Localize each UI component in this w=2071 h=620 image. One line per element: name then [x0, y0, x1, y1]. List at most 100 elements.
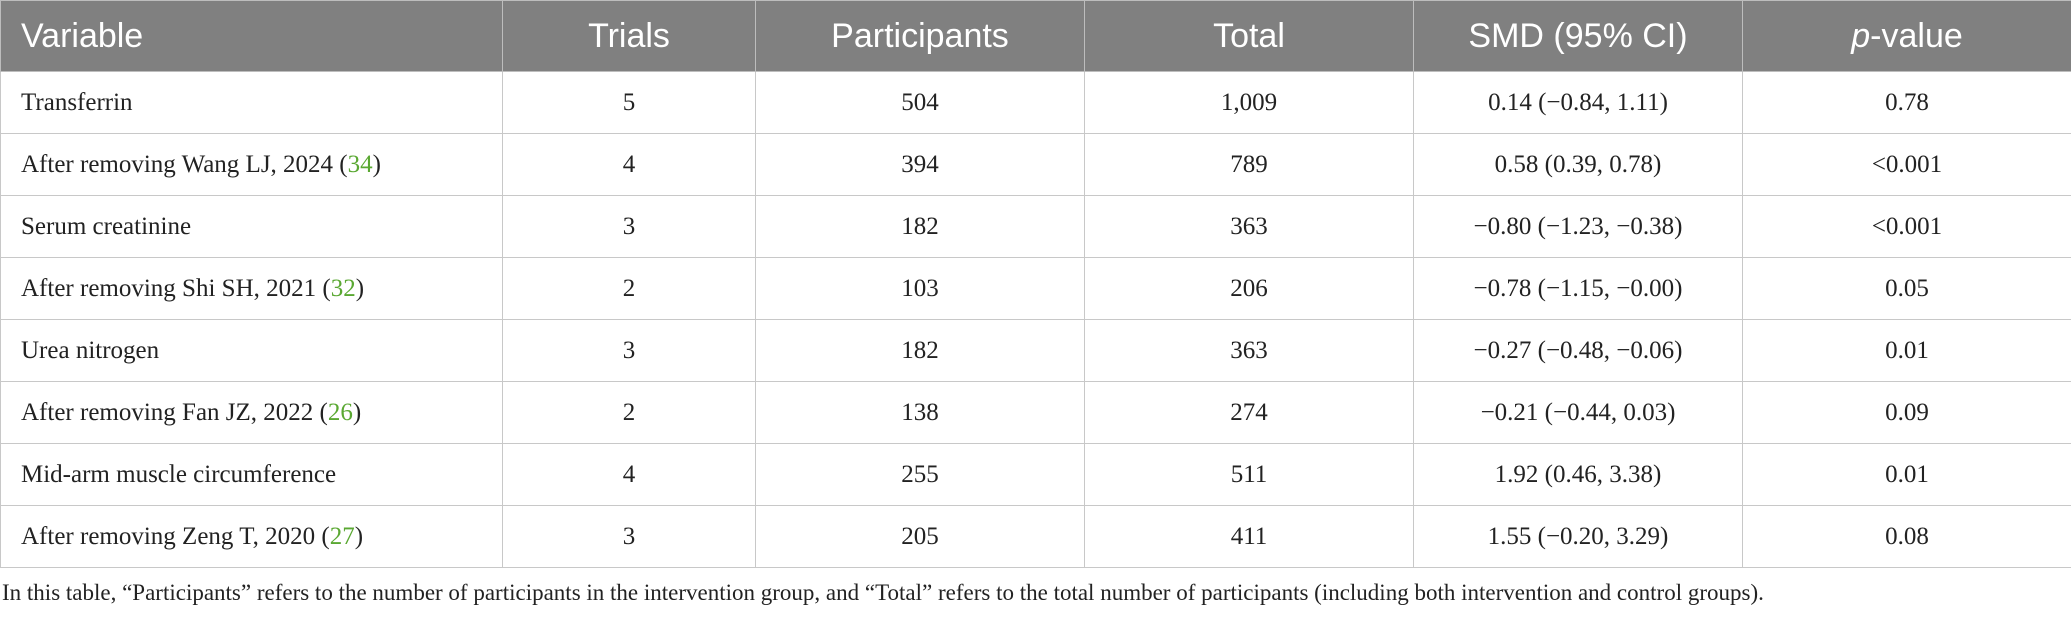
- cell-text: 2: [622, 274, 636, 302]
- table-cell: 363: [1084, 319, 1414, 382]
- table-cell: 394: [755, 133, 1085, 196]
- cell-text: 411: [1230, 522, 1268, 550]
- table-cell: 0.58 (0.39, 0.78): [1413, 133, 1743, 196]
- header-cell: Participants: [755, 0, 1085, 72]
- cell-text: After removing Fan JZ, 2022 (: [21, 398, 328, 426]
- cell-text: 0.78: [1885, 88, 1929, 116]
- table-cell: 0.01: [1742, 319, 2071, 382]
- table-cell: 182: [755, 195, 1085, 258]
- table-row: Serum creatinine 3 182 363 −0.80 (−1.23, −0.…: [0, 195, 2071, 258]
- header-cell: p-value: [1742, 0, 2071, 72]
- table-cell: 1,009: [1084, 71, 1414, 134]
- cell-text: After removing Zeng T, 2020 (: [21, 522, 330, 550]
- cell-text: After removing Shi SH, 2021 (: [21, 274, 331, 302]
- table-cell: 504: [755, 71, 1085, 134]
- cell-text: 363: [1230, 212, 1268, 240]
- table-row: After removing Wang LJ, 2024 (34) 4 394 789…: [0, 133, 2071, 196]
- cell-text: 0.05: [1885, 274, 1929, 302]
- table-cell: 4: [502, 133, 756, 196]
- cell-text: 2: [622, 398, 636, 426]
- cell-text: Variable: [21, 16, 144, 55]
- table-cell: 274: [1084, 381, 1414, 444]
- cell-text: Trials: [588, 16, 670, 55]
- cell-text: −0.80 (−1.23, −0.38): [1473, 212, 1683, 240]
- cell-text: 0.09: [1885, 398, 1929, 426]
- cell-text: 394: [901, 150, 939, 178]
- cell-text: 511: [1230, 460, 1268, 488]
- table-cell: 182: [755, 319, 1085, 382]
- italic-text: p: [1851, 16, 1871, 55]
- cell-text: ): [355, 274, 365, 302]
- table-cell: <0.001: [1742, 195, 2071, 258]
- table-cell: After removing Fan JZ, 2022 (26): [0, 381, 503, 444]
- table-cell: 4: [502, 443, 756, 506]
- cell-text: Mid-arm muscle circumference: [21, 460, 337, 488]
- cell-text: 1.92 (0.46, 3.38): [1494, 460, 1662, 488]
- cell-text: 255: [901, 460, 939, 488]
- table-cell: 1.92 (0.46, 3.38): [1413, 443, 1743, 506]
- cell-text: 789: [1230, 150, 1268, 178]
- cell-text: 0.58 (0.39, 0.78): [1494, 150, 1662, 178]
- cell-text: 0.01: [1885, 336, 1929, 364]
- cell-text: Urea nitrogen: [21, 336, 160, 364]
- cell-text: Total: [1213, 16, 1285, 55]
- table-row: After removing Zeng T, 2020 (27) 3 205 411 1…: [0, 505, 2071, 568]
- reference-link[interactable]: 26: [327, 398, 353, 426]
- table-cell: 0.08: [1742, 505, 2071, 568]
- table-cell: Mid-arm muscle circumference: [0, 443, 503, 506]
- cell-text: 363: [1230, 336, 1268, 364]
- cell-text: 206: [1230, 274, 1268, 302]
- cell-text: ): [352, 398, 362, 426]
- cell-text: ): [354, 522, 364, 550]
- cell-text: 0.08: [1885, 522, 1929, 550]
- table-cell: After removing Shi SH, 2021 (32): [0, 257, 503, 320]
- table-cell: 3: [502, 505, 756, 568]
- table-cell: 138: [755, 381, 1085, 444]
- cell-text: ): [372, 150, 381, 178]
- table-cell: −0.27 (−0.48, −0.06): [1413, 319, 1743, 382]
- cell-text: SMD (95% CI): [1468, 16, 1688, 55]
- cell-text: 103: [901, 274, 939, 302]
- cell-text: −0.78 (−1.15, −0.00): [1473, 274, 1683, 302]
- table-row: Urea nitrogen 3 182 363 −0.27 (−0.48, −0.06)…: [0, 319, 2071, 382]
- table-cell: 2: [502, 381, 756, 444]
- table-cell: 3: [502, 195, 756, 258]
- table-body: Transferrin 5 504 1,009 0.14 (−0.84, 1.11) 0.…: [0, 71, 2071, 568]
- reference-link[interactable]: 34: [347, 150, 373, 178]
- table-cell: Serum creatinine: [0, 195, 503, 258]
- header-cell: Variable: [0, 0, 503, 72]
- cell-text: 1.55 (−0.20, 3.29): [1487, 522, 1669, 550]
- cell-text: 182: [901, 336, 939, 364]
- reference-link[interactable]: 32: [330, 274, 356, 302]
- results-table: Variable Trials Participants Total SMD (95% …: [0, 0, 2071, 568]
- cell-text: 0.14 (−0.84, 1.11): [1488, 88, 1668, 116]
- table-row: After removing Fan JZ, 2022 (26) 2 138 274 −…: [0, 381, 2071, 444]
- table-cell: 0.05: [1742, 257, 2071, 320]
- table-cell: −0.78 (−1.15, −0.00): [1413, 257, 1743, 320]
- cell-text: Serum creatinine: [21, 212, 192, 240]
- table-cell: 0.09: [1742, 381, 2071, 444]
- table-row: Mid-arm muscle circumference 4 255 511 1.92 …: [0, 443, 2071, 506]
- cell-text: 504: [901, 88, 939, 116]
- cell-text: 182: [901, 212, 939, 240]
- cell-text: After removing Wang LJ, 2024 (: [21, 150, 348, 178]
- table-cell: After removing Wang LJ, 2024 (34): [0, 133, 503, 196]
- table-cell: Urea nitrogen: [0, 319, 503, 382]
- cell-text: 138: [901, 398, 939, 426]
- table-row: Transferrin 5 504 1,009 0.14 (−0.84, 1.11) 0.…: [0, 71, 2071, 134]
- header-cell: Trials: [502, 0, 756, 72]
- table-cell: 1.55 (−0.20, 3.29): [1413, 505, 1743, 568]
- table-cell: 789: [1084, 133, 1414, 196]
- table-cell: −0.21 (−0.44, 0.03): [1413, 381, 1743, 444]
- cell-text: 5: [622, 88, 636, 116]
- cell-text: 3: [622, 336, 636, 364]
- cell-text: 274: [1230, 398, 1268, 426]
- cell-text: <0.001: [1871, 150, 1943, 178]
- reference-link[interactable]: 27: [329, 522, 355, 550]
- table-cell: 205: [755, 505, 1085, 568]
- cell-text: 3: [622, 522, 636, 550]
- table-row: After removing Shi SH, 2021 (32) 2 103 206 −…: [0, 257, 2071, 320]
- cell-text: −0.27 (−0.48, −0.06): [1473, 336, 1683, 364]
- table-cell: 411: [1084, 505, 1414, 568]
